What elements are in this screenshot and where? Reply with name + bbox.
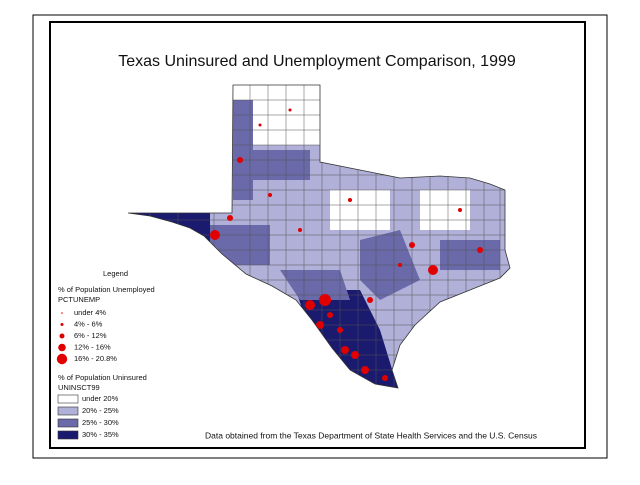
map-title: Texas Uninsured and Unemployment Compari…: [118, 53, 516, 70]
legend-heading: % of Population Unemployed: [58, 285, 155, 294]
legend-swatch: [57, 394, 79, 404]
source-note: Data obtained from the Texas Department …: [205, 430, 537, 440]
legend-label: 20% - 25%: [82, 406, 119, 415]
texas-outline: [127, 84, 511, 389]
legend-field: UNINSCT99: [58, 383, 100, 392]
legend-label: under 4%: [74, 308, 106, 317]
legend-title: Legend: [103, 269, 128, 278]
legend-symbol: [59, 333, 65, 339]
legend-label: 6% - 12%: [74, 331, 107, 340]
legend-symbol: [58, 343, 66, 352]
legend-swatch: [57, 418, 79, 428]
legend-label: 25% - 30%: [82, 418, 119, 427]
legend-label: 30% - 35%: [82, 430, 119, 439]
legend-field: PCTUNEMP: [58, 295, 100, 304]
legend-symbol: [56, 353, 68, 365]
legend-heading: % of Population Uninsured: [58, 373, 147, 382]
legend-label: under 20%: [82, 394, 119, 403]
legend-label: 16% - 20.8%: [74, 354, 117, 363]
legend-symbol: [60, 323, 64, 326]
legend-symbol: [61, 312, 63, 314]
legend-swatch: [57, 406, 79, 416]
legend-label: 4% - 6%: [74, 319, 103, 328]
legend: Legend % of Population Unemployed PCTUNE…: [56, 269, 155, 440]
legend-label: 12% - 16%: [74, 342, 111, 351]
legend-swatch: [57, 430, 79, 440]
